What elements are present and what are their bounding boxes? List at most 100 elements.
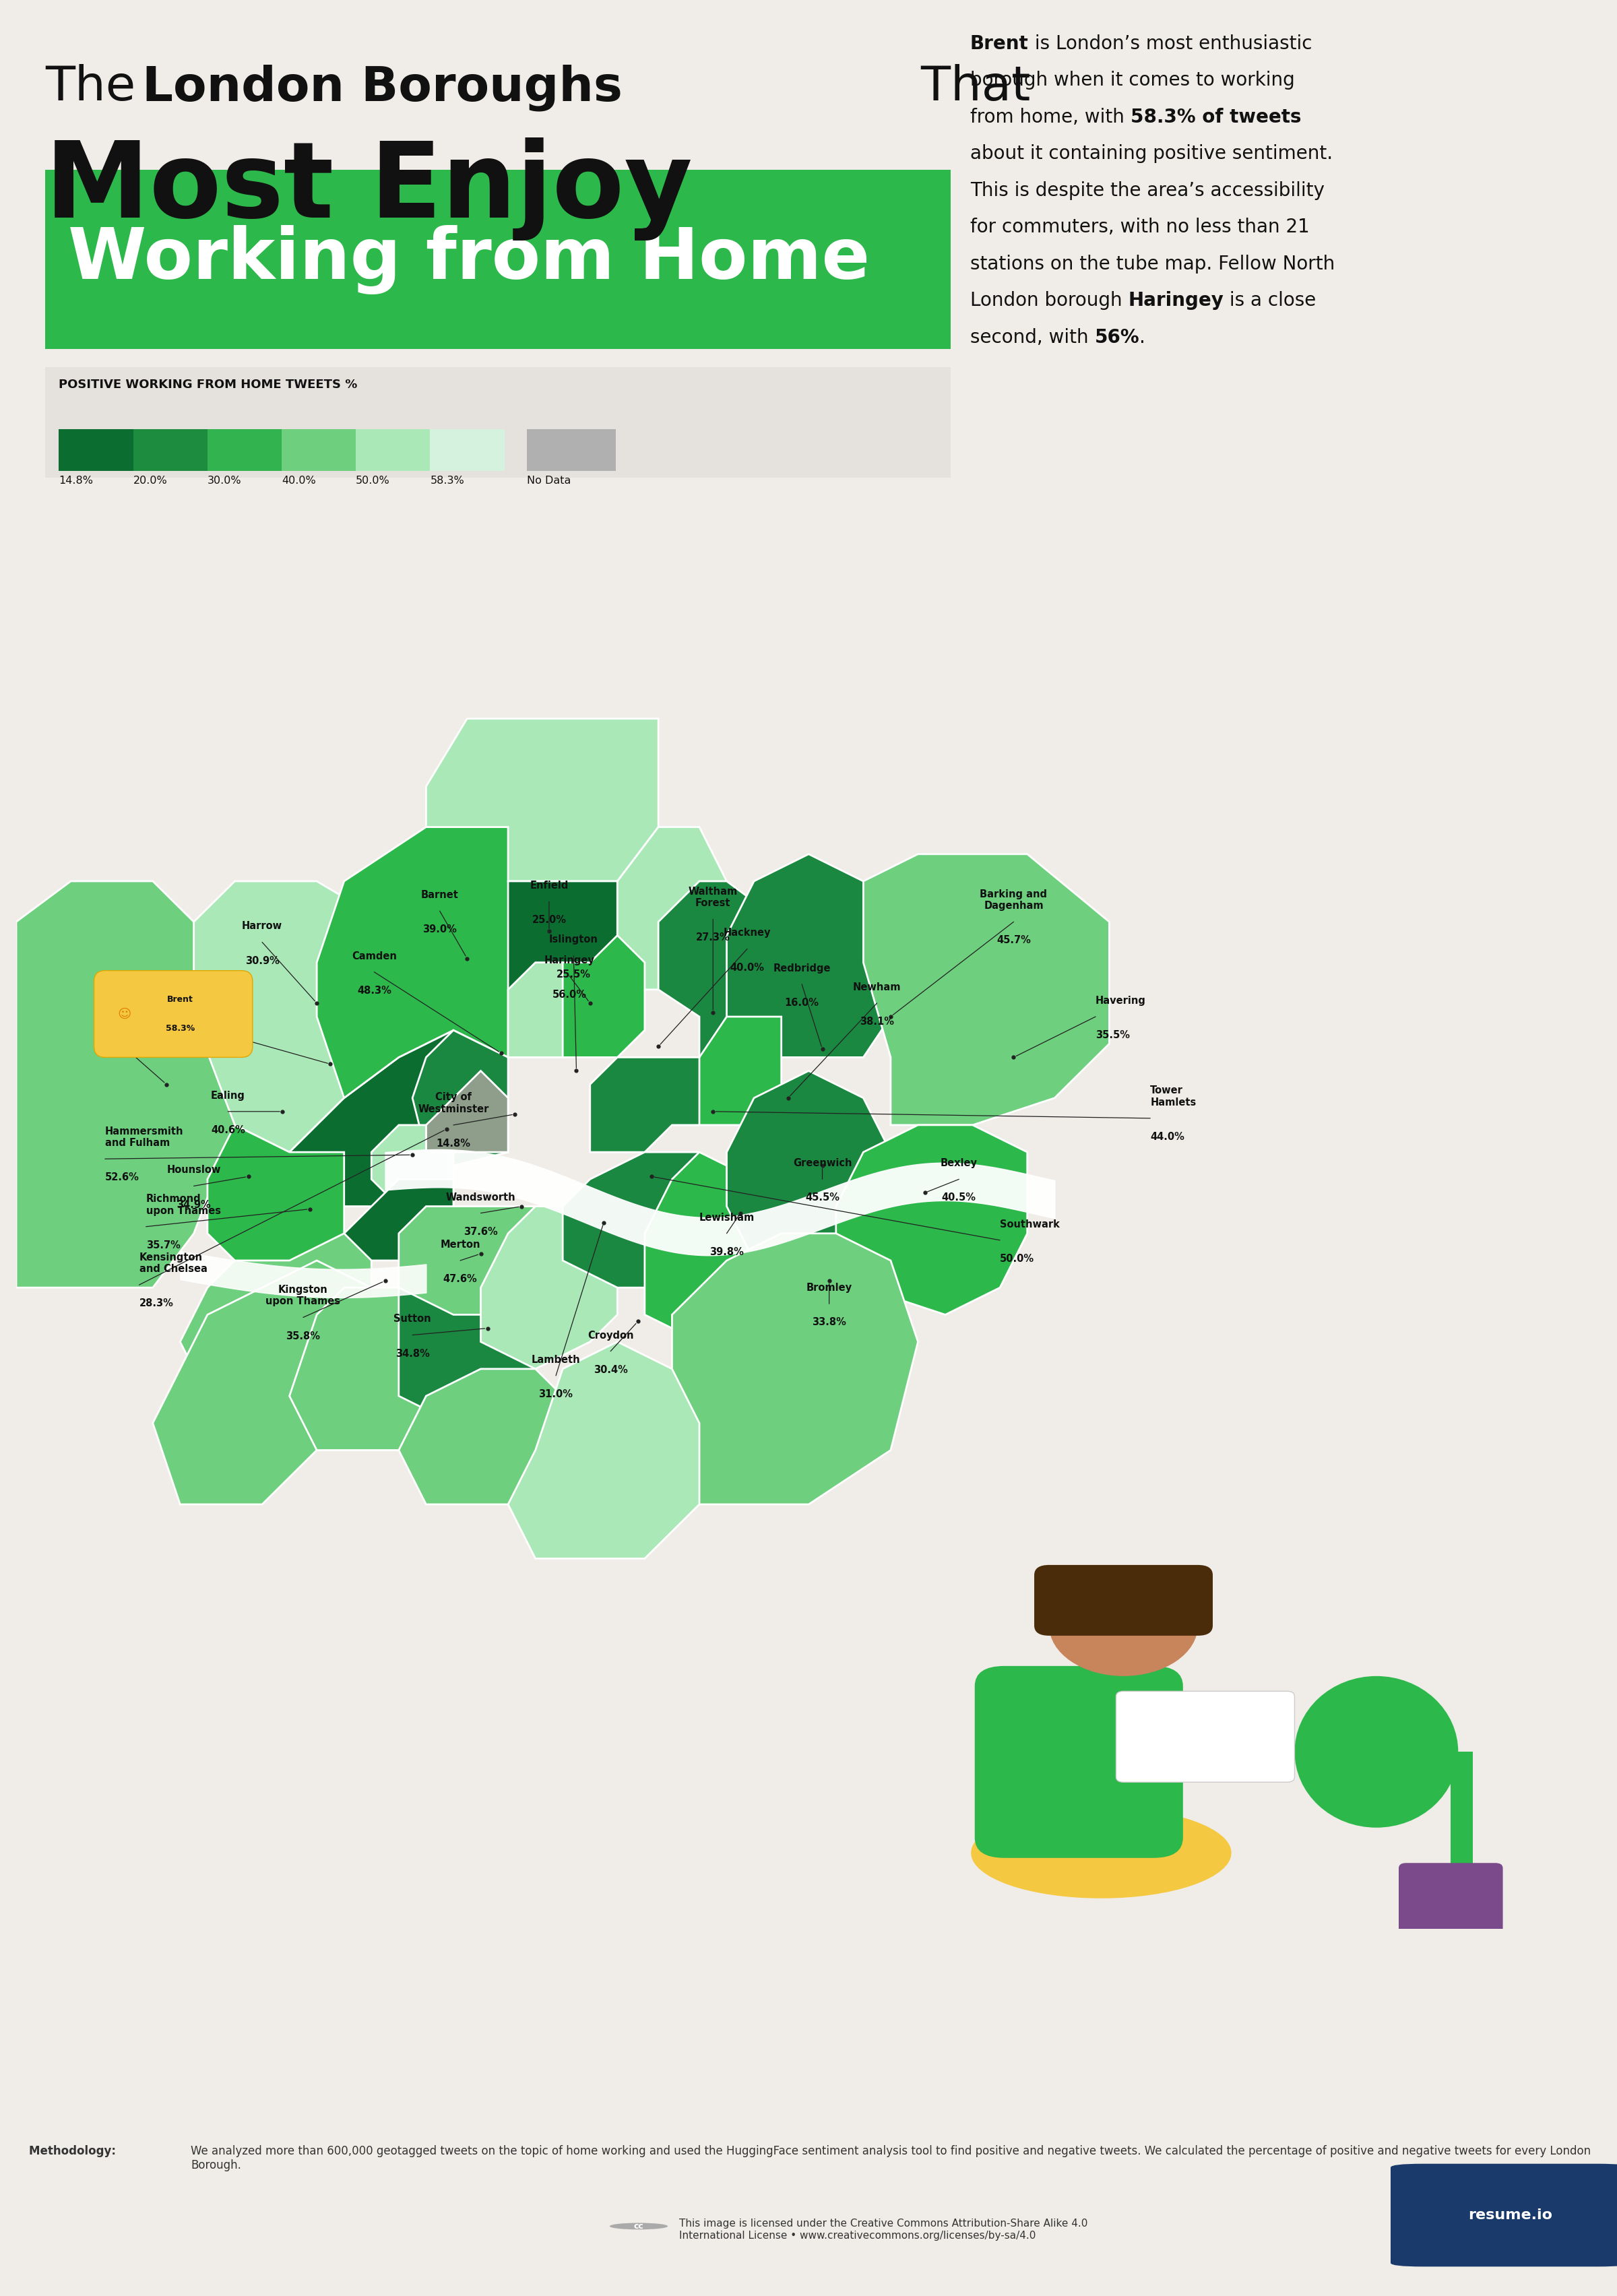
Ellipse shape: [1295, 1676, 1459, 1828]
Text: is London’s most enthusiastic: is London’s most enthusiastic: [1028, 34, 1311, 53]
Text: Kingston
upon Thames: Kingston upon Thames: [265, 1286, 341, 1306]
Text: 40.6%: 40.6%: [210, 1125, 246, 1134]
Text: Camden: Camden: [351, 951, 396, 962]
Text: Hammersmith
and Fulham: Hammersmith and Fulham: [105, 1127, 183, 1148]
Text: 33.8%: 33.8%: [812, 1318, 846, 1327]
Text: 52.6%: 52.6%: [105, 1173, 139, 1182]
Polygon shape: [289, 1288, 427, 1451]
Polygon shape: [399, 1368, 563, 1504]
Text: borough when it comes to working: borough when it comes to working: [970, 71, 1295, 90]
Bar: [1450, 1752, 1473, 1929]
Text: Methodology:: Methodology:: [29, 2144, 120, 2158]
Polygon shape: [508, 962, 590, 1056]
Text: Islington: Islington: [550, 934, 598, 946]
Polygon shape: [207, 1125, 344, 1288]
Text: Ealing: Ealing: [210, 1091, 246, 1100]
Polygon shape: [726, 854, 904, 1056]
Text: 30.4%: 30.4%: [593, 1364, 627, 1375]
Text: for commuters, with no less than 21: for commuters, with no less than 21: [970, 218, 1310, 236]
Text: Bexley: Bexley: [941, 1157, 978, 1169]
Text: Lewisham: Lewisham: [699, 1212, 755, 1221]
FancyBboxPatch shape: [27, 365, 969, 480]
Text: POSITIVE WORKING FROM HOME TWEETS %: POSITIVE WORKING FROM HOME TWEETS %: [58, 379, 357, 390]
Text: 30.0%: 30.0%: [207, 475, 241, 484]
Text: This image is licensed under the Creative Commons Attribution-Share Alike 4.0
In: This image is licensed under the Creativ…: [679, 2218, 1088, 2241]
Text: 38.1%: 38.1%: [860, 1017, 894, 1026]
Polygon shape: [645, 1153, 781, 1341]
Text: 37.6%: 37.6%: [464, 1226, 498, 1238]
Text: Sutton: Sutton: [393, 1313, 432, 1325]
Bar: [207, 429, 281, 471]
Polygon shape: [563, 1153, 726, 1288]
Bar: [356, 429, 430, 471]
Text: Havering: Havering: [1096, 996, 1146, 1006]
Circle shape: [1049, 1575, 1198, 1676]
Text: 50.0%: 50.0%: [356, 475, 390, 484]
FancyBboxPatch shape: [975, 1667, 1184, 1857]
Text: Harrow: Harrow: [243, 921, 283, 932]
Polygon shape: [412, 1031, 508, 1166]
Text: Hackney: Hackney: [723, 928, 771, 939]
Polygon shape: [563, 934, 645, 1056]
Text: Haringey: Haringey: [545, 955, 595, 964]
Text: 35.5%: 35.5%: [1096, 1031, 1130, 1040]
Text: Redbridge: Redbridge: [773, 964, 831, 974]
Text: Working from Home: Working from Home: [68, 225, 870, 294]
Text: That: That: [906, 64, 1030, 110]
Text: about it containing positive sentiment.: about it containing positive sentiment.: [970, 145, 1332, 163]
Text: is a close: is a close: [1224, 292, 1316, 310]
Text: 56.0%: 56.0%: [553, 990, 587, 999]
Text: Barking and
Dagenham: Barking and Dagenham: [980, 889, 1048, 912]
Bar: [430, 429, 505, 471]
Polygon shape: [508, 882, 618, 1056]
Text: 45.5%: 45.5%: [805, 1194, 839, 1203]
FancyBboxPatch shape: [18, 165, 978, 354]
Text: 14.8%: 14.8%: [58, 475, 94, 484]
Text: 47.6%: 47.6%: [443, 1274, 477, 1283]
Text: Brent: Brent: [167, 994, 192, 1003]
Text: Richmond
upon Thames: Richmond upon Thames: [146, 1194, 222, 1217]
Text: 56%: 56%: [1095, 328, 1140, 347]
Text: Croydon: Croydon: [587, 1329, 634, 1341]
Bar: [133, 429, 207, 471]
Text: 58.3%: 58.3%: [154, 1029, 188, 1038]
Polygon shape: [618, 1017, 781, 1125]
Text: 14.8%: 14.8%: [437, 1139, 471, 1148]
Text: 34.8%: 34.8%: [395, 1348, 430, 1359]
Polygon shape: [179, 1233, 372, 1396]
Polygon shape: [480, 1205, 618, 1368]
Text: Brent: Brent: [970, 34, 1028, 53]
Text: 34.9%: 34.9%: [176, 1199, 210, 1210]
Bar: [281, 429, 356, 471]
Text: This is despite the area’s accessibility: This is despite the area’s accessibility: [970, 181, 1324, 200]
Text: .: .: [1140, 328, 1145, 347]
Text: Lambeth: Lambeth: [532, 1355, 581, 1364]
Text: London borough: London borough: [970, 292, 1129, 310]
Text: 45.7%: 45.7%: [996, 934, 1030, 946]
Text: stations on the tube map. Fellow North: stations on the tube map. Fellow North: [970, 255, 1336, 273]
Text: 44.0%: 44.0%: [1150, 1132, 1185, 1141]
Text: second, with: second, with: [970, 328, 1095, 347]
Text: Newham: Newham: [852, 983, 901, 992]
Text: 25.5%: 25.5%: [556, 969, 590, 980]
Polygon shape: [317, 827, 563, 1097]
Text: 40.5%: 40.5%: [941, 1194, 977, 1203]
Polygon shape: [673, 1233, 918, 1504]
Text: Tower
Hamlets: Tower Hamlets: [1150, 1086, 1197, 1107]
Polygon shape: [618, 827, 726, 990]
Polygon shape: [289, 1031, 508, 1205]
FancyBboxPatch shape: [94, 971, 252, 1056]
Ellipse shape: [970, 1807, 1232, 1899]
Text: 27.3%: 27.3%: [695, 932, 731, 944]
Polygon shape: [836, 1125, 1027, 1316]
Polygon shape: [427, 719, 658, 882]
Text: Brent: Brent: [154, 992, 184, 1003]
Polygon shape: [508, 1341, 700, 1559]
Text: cc: cc: [634, 2223, 644, 2232]
Text: Barnet: Barnet: [420, 891, 459, 900]
Text: Hounslow: Hounslow: [167, 1164, 222, 1176]
Polygon shape: [16, 882, 234, 1288]
Polygon shape: [372, 1125, 453, 1205]
Text: 28.3%: 28.3%: [139, 1300, 173, 1309]
Text: 30.9%: 30.9%: [246, 955, 280, 967]
